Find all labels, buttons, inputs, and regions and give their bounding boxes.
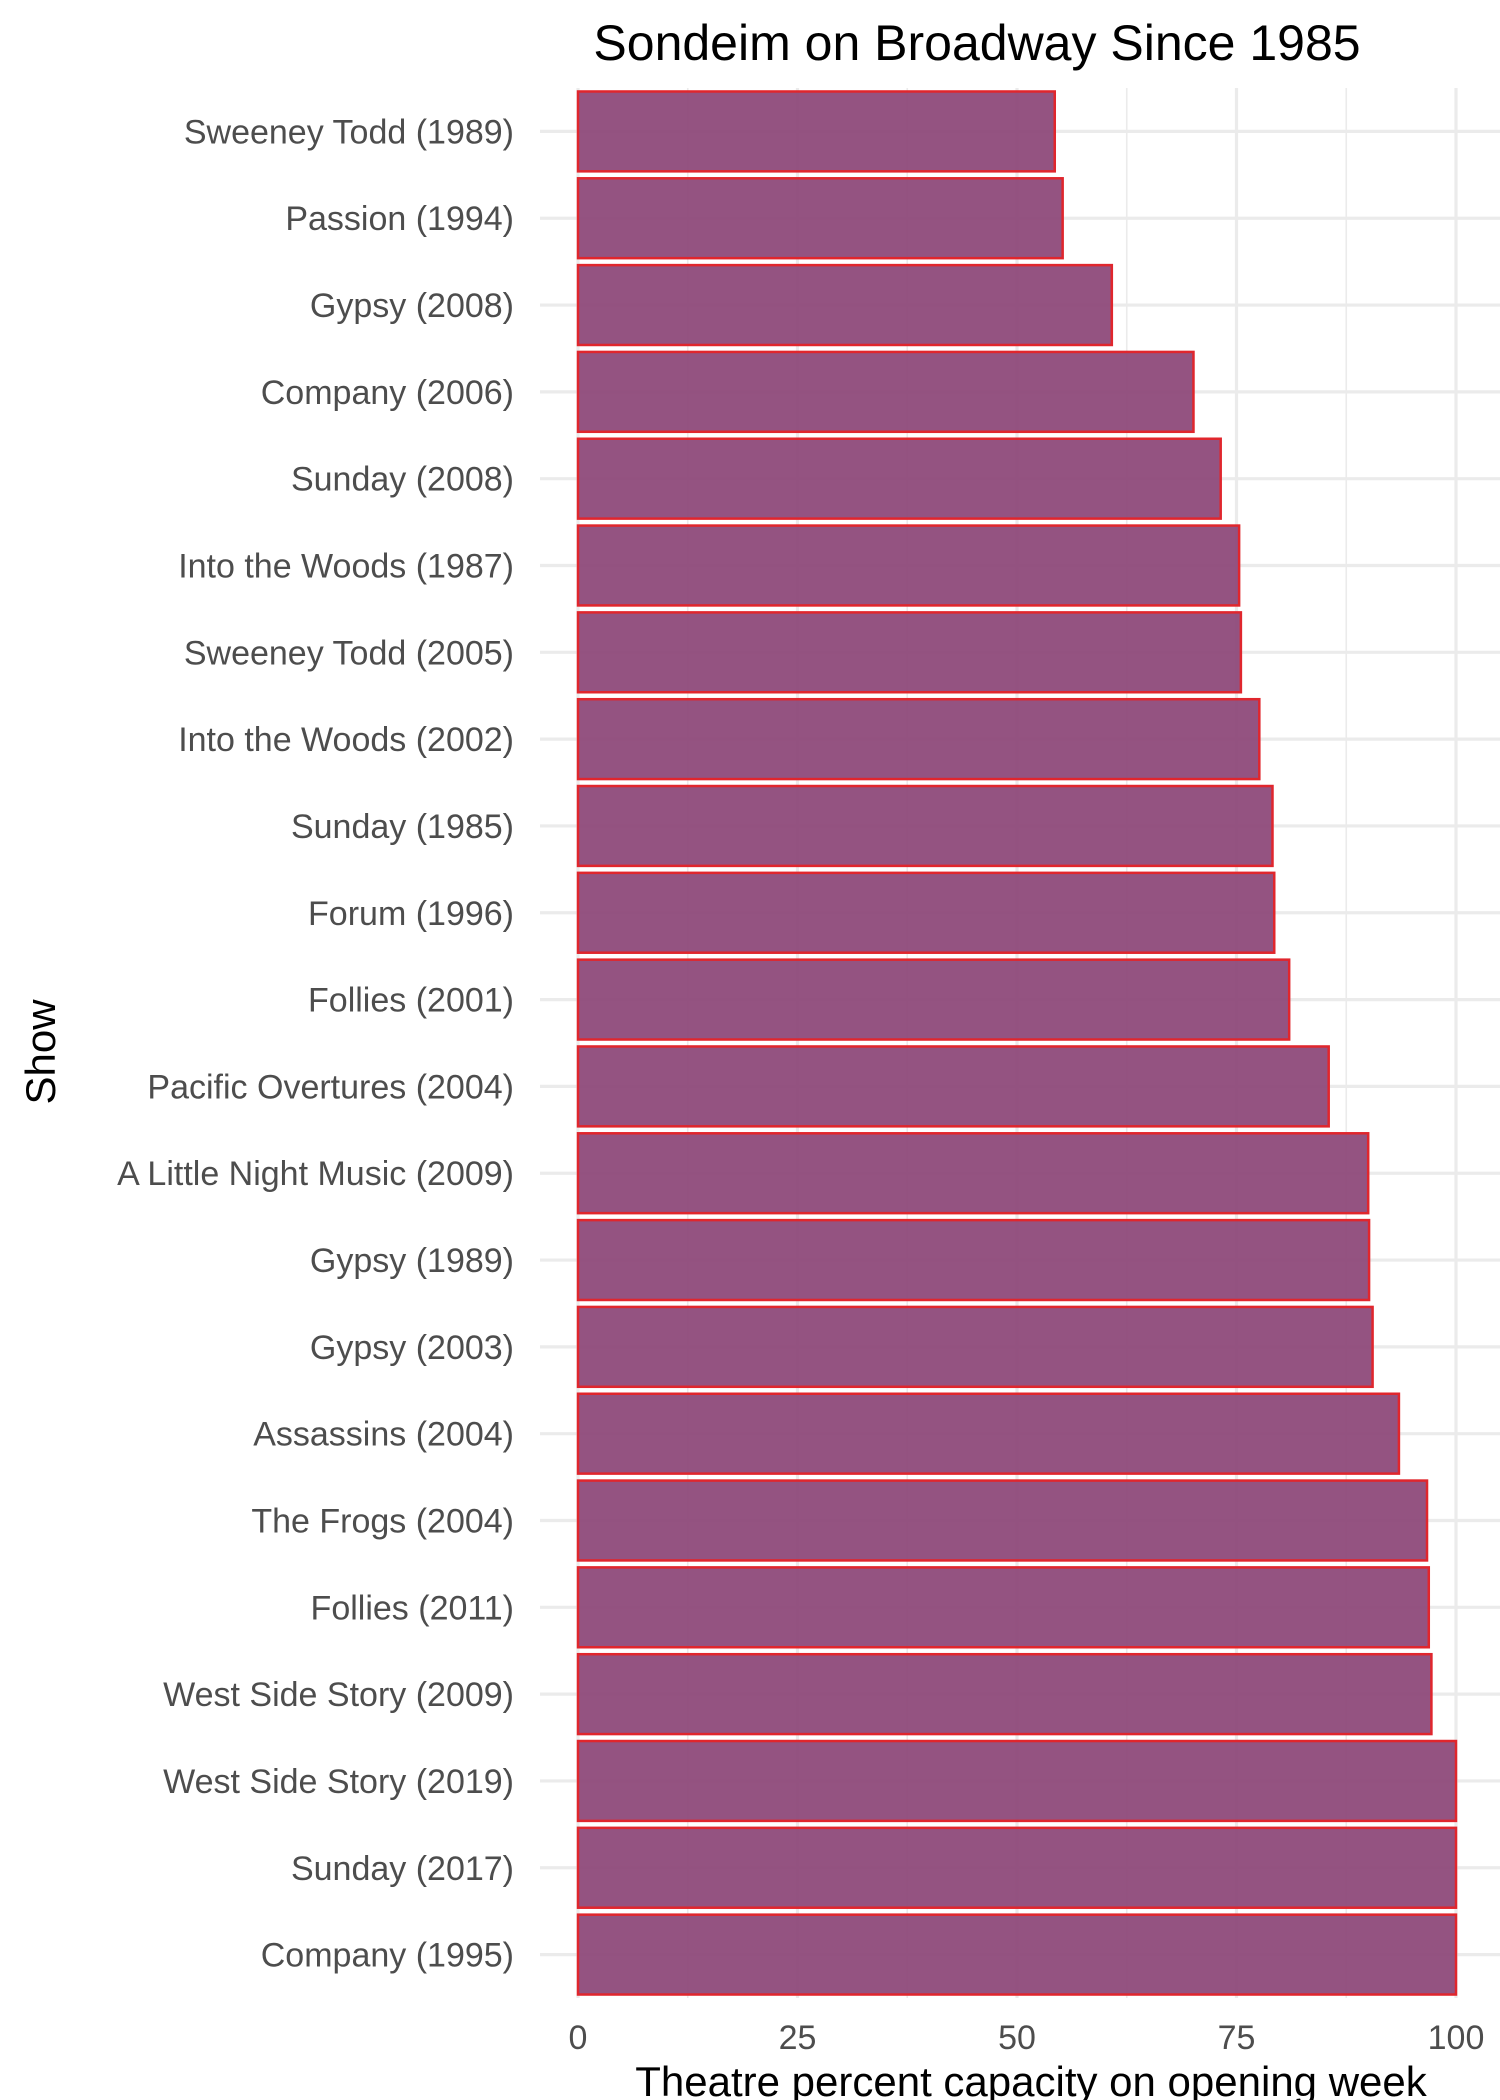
- y-tick-label: Into the Woods (1987): [178, 548, 514, 586]
- y-tick-label: Company (2006): [261, 374, 514, 412]
- x-axis-title: Theatre percent capacity on opening week: [635, 2058, 1427, 2100]
- y-tick-label: Company (1995): [261, 1937, 514, 1975]
- y-tick-label: A Little Night Music (2009): [117, 1155, 514, 1193]
- y-tick-label: Sweeney Todd (1989): [184, 113, 514, 151]
- bar: [576, 1826, 1458, 1909]
- x-tick-label: 75: [1218, 2019, 1256, 2057]
- y-tick-label: Assassins (2004): [253, 1416, 514, 1454]
- bar: [576, 1479, 1429, 1562]
- bar: [576, 437, 1222, 520]
- bar: [576, 1913, 1458, 1996]
- y-tick-label: Passion (1994): [285, 200, 514, 238]
- y-tick-label: West Side Story (2009): [163, 1676, 514, 1714]
- bar: [576, 1045, 1330, 1128]
- chart-title: Sondeim on Broadway Since 1985: [593, 15, 1360, 71]
- bar: [576, 697, 1261, 781]
- y-tick-label: Follies (2001): [308, 982, 514, 1020]
- y-tick-label: West Side Story (2019): [163, 1763, 514, 1801]
- x-tick-label: 0: [569, 2019, 588, 2057]
- y-tick-label: Gypsy (2003): [310, 1329, 514, 1367]
- bar: [576, 263, 1114, 347]
- x-tick-label: 100: [1428, 2019, 1485, 2057]
- y-tick-label: Into the Woods (2002): [178, 721, 514, 759]
- y-tick-label: Sunday (2017): [291, 1850, 514, 1888]
- y-tick-label: Forum (1996): [308, 895, 514, 933]
- x-axis-tick-labels: 0 25 50 75 100: [569, 2019, 1485, 2057]
- bar: [576, 177, 1064, 260]
- y-tick-label: Gypsy (2008): [310, 287, 514, 325]
- y-tick-label: The Frogs (2004): [251, 1503, 514, 1541]
- bars: [576, 90, 1458, 1996]
- bar: [576, 611, 1243, 694]
- bar: [576, 958, 1291, 1041]
- bar: [576, 1305, 1374, 1389]
- bar: [576, 784, 1274, 868]
- y-tick-label: Sunday (2008): [291, 461, 514, 499]
- bar: [576, 1392, 1401, 1475]
- y-tick-label: Sweeney Todd (2005): [184, 634, 514, 672]
- x-tick-label: 25: [779, 2019, 817, 2057]
- y-tick-label: Sunday (1985): [291, 808, 514, 846]
- y-tick-label: Follies (2011): [311, 1589, 514, 1627]
- y-tick-label: Pacific Overtures (2004): [147, 1068, 514, 1106]
- bar: [576, 871, 1276, 954]
- bar: [576, 1218, 1371, 1302]
- bar: [576, 350, 1195, 434]
- bar: [576, 1652, 1433, 1736]
- bar: [576, 90, 1057, 173]
- y-tick-label: Gypsy (1989): [310, 1242, 514, 1280]
- bar: [576, 1566, 1431, 1649]
- bar: [576, 1132, 1370, 1215]
- x-tick-label: 50: [998, 2019, 1036, 2057]
- y-axis-title: Show: [17, 999, 64, 1105]
- bar: [576, 1739, 1458, 1823]
- y-axis-tick-labels: Sweeney Todd (1989) Passion (1994) Gypsy (…: [117, 113, 514, 1974]
- bar: [576, 524, 1241, 607]
